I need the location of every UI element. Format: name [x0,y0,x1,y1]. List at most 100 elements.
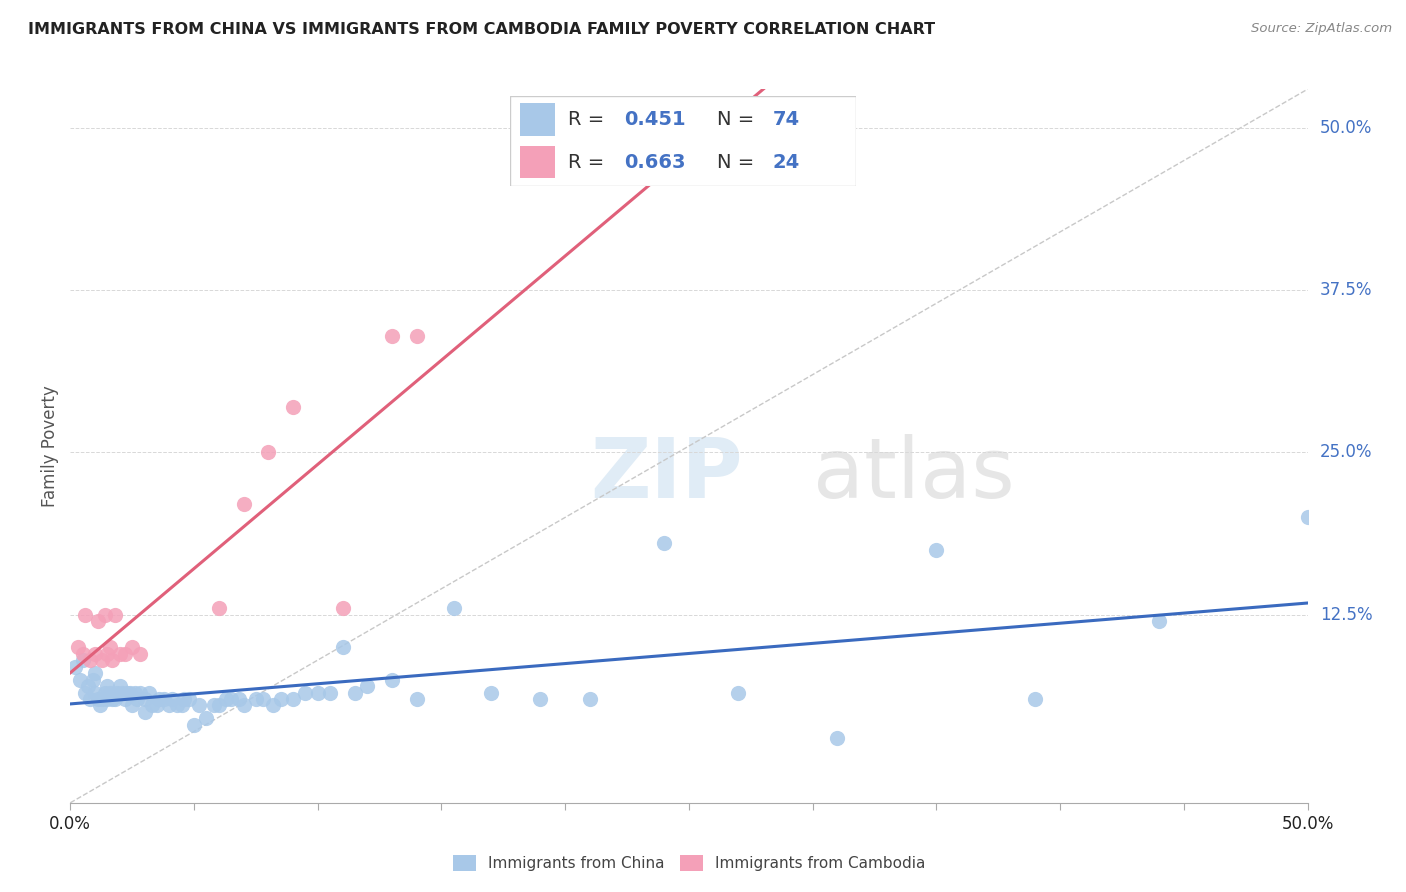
Text: atlas: atlas [813,434,1014,515]
Point [332,601,354,615]
Point [332,640,354,654]
Point [215,692,238,706]
Point [281,692,304,706]
Point [1024,692,1046,706]
Point [86,614,108,628]
Point [157,698,180,713]
Point [319,685,342,699]
Point [79,653,101,667]
Point [108,679,131,693]
Point [101,653,124,667]
Point [111,685,134,699]
Point [381,328,404,343]
Point [195,711,218,725]
Point [134,705,156,719]
Point [529,692,551,706]
Point [381,673,404,687]
Point [405,328,427,343]
Point [98,685,121,699]
Point [188,698,211,713]
Point [115,685,138,699]
Point [105,685,128,699]
Point [245,692,267,706]
Point [104,692,127,706]
Legend: Immigrants from China, Immigrants from Cambodia: Immigrants from China, Immigrants from C… [447,849,931,877]
Point [232,698,254,713]
Text: IMMIGRANTS FROM CHINA VS IMMIGRANTS FROM CAMBODIA FAMILY POVERTY CORRELATION CHA: IMMIGRANTS FROM CHINA VS IMMIGRANTS FROM… [28,22,935,37]
Point [727,685,749,699]
Text: 37.5%: 37.5% [1320,281,1372,300]
Point [183,718,205,732]
Point [479,685,502,699]
Point [128,685,150,699]
Point [98,640,121,654]
Point [170,698,193,713]
Point [153,692,176,706]
Point [84,647,107,661]
Point [75,607,97,622]
Point [166,698,188,713]
Point [128,647,150,661]
Point [86,692,108,706]
Point [76,679,98,693]
Point [219,692,242,706]
Point [66,640,89,654]
Point [202,698,225,713]
Text: Source: ZipAtlas.com: Source: ZipAtlas.com [1251,22,1392,36]
Point [257,445,280,459]
Point [579,692,602,706]
Text: 25.0%: 25.0% [1320,443,1372,461]
Point [72,647,94,661]
Point [114,647,136,661]
Point [925,542,948,557]
Point [84,685,107,699]
Point [141,698,163,713]
Point [72,653,94,667]
Point [94,607,117,622]
Point [356,679,378,693]
Text: 50.0%: 50.0% [1320,120,1372,137]
Point [148,692,170,706]
Point [177,692,200,706]
Point [89,698,111,713]
Point [443,601,465,615]
Point [307,685,329,699]
Point [96,679,118,693]
Y-axis label: Family Poverty: Family Poverty [41,385,59,507]
Point [1296,510,1319,524]
Point [232,497,254,511]
Point [343,685,366,699]
Point [262,698,284,713]
Point [281,400,304,414]
Point [173,692,195,706]
Point [82,673,104,687]
Point [208,698,231,713]
Point [96,692,118,706]
Point [124,685,146,699]
Point [84,666,107,681]
Point [91,653,114,667]
Point [96,647,118,661]
Point [270,692,292,706]
Point [94,685,117,699]
Point [228,692,250,706]
Point [678,160,700,174]
Point [208,601,231,615]
Point [405,692,427,706]
Point [75,685,97,699]
Point [114,692,136,706]
Point [160,692,183,706]
Point [146,698,169,713]
Point [134,692,156,706]
Point [91,692,114,706]
Point [101,692,124,706]
Point [108,647,131,661]
Point [252,692,274,706]
Point [118,685,141,699]
Point [121,640,143,654]
Point [104,607,127,622]
Point [79,692,101,706]
Point [127,692,149,706]
Point [652,536,675,550]
Point [65,659,87,673]
